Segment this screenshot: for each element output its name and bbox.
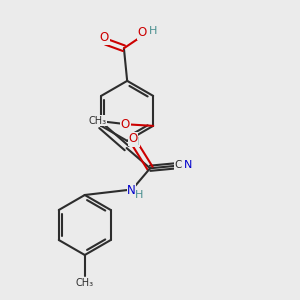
Text: O: O: [121, 118, 130, 131]
Text: N: N: [183, 160, 192, 170]
Text: H: H: [135, 190, 143, 200]
Text: H: H: [130, 136, 139, 146]
Text: O: O: [128, 132, 137, 146]
Text: O: O: [137, 26, 147, 39]
Text: CH₃: CH₃: [89, 116, 107, 126]
Text: H: H: [148, 26, 157, 36]
Text: CH₃: CH₃: [76, 278, 94, 288]
Text: N: N: [127, 184, 136, 197]
Text: O: O: [100, 31, 109, 44]
Text: C: C: [175, 160, 182, 170]
